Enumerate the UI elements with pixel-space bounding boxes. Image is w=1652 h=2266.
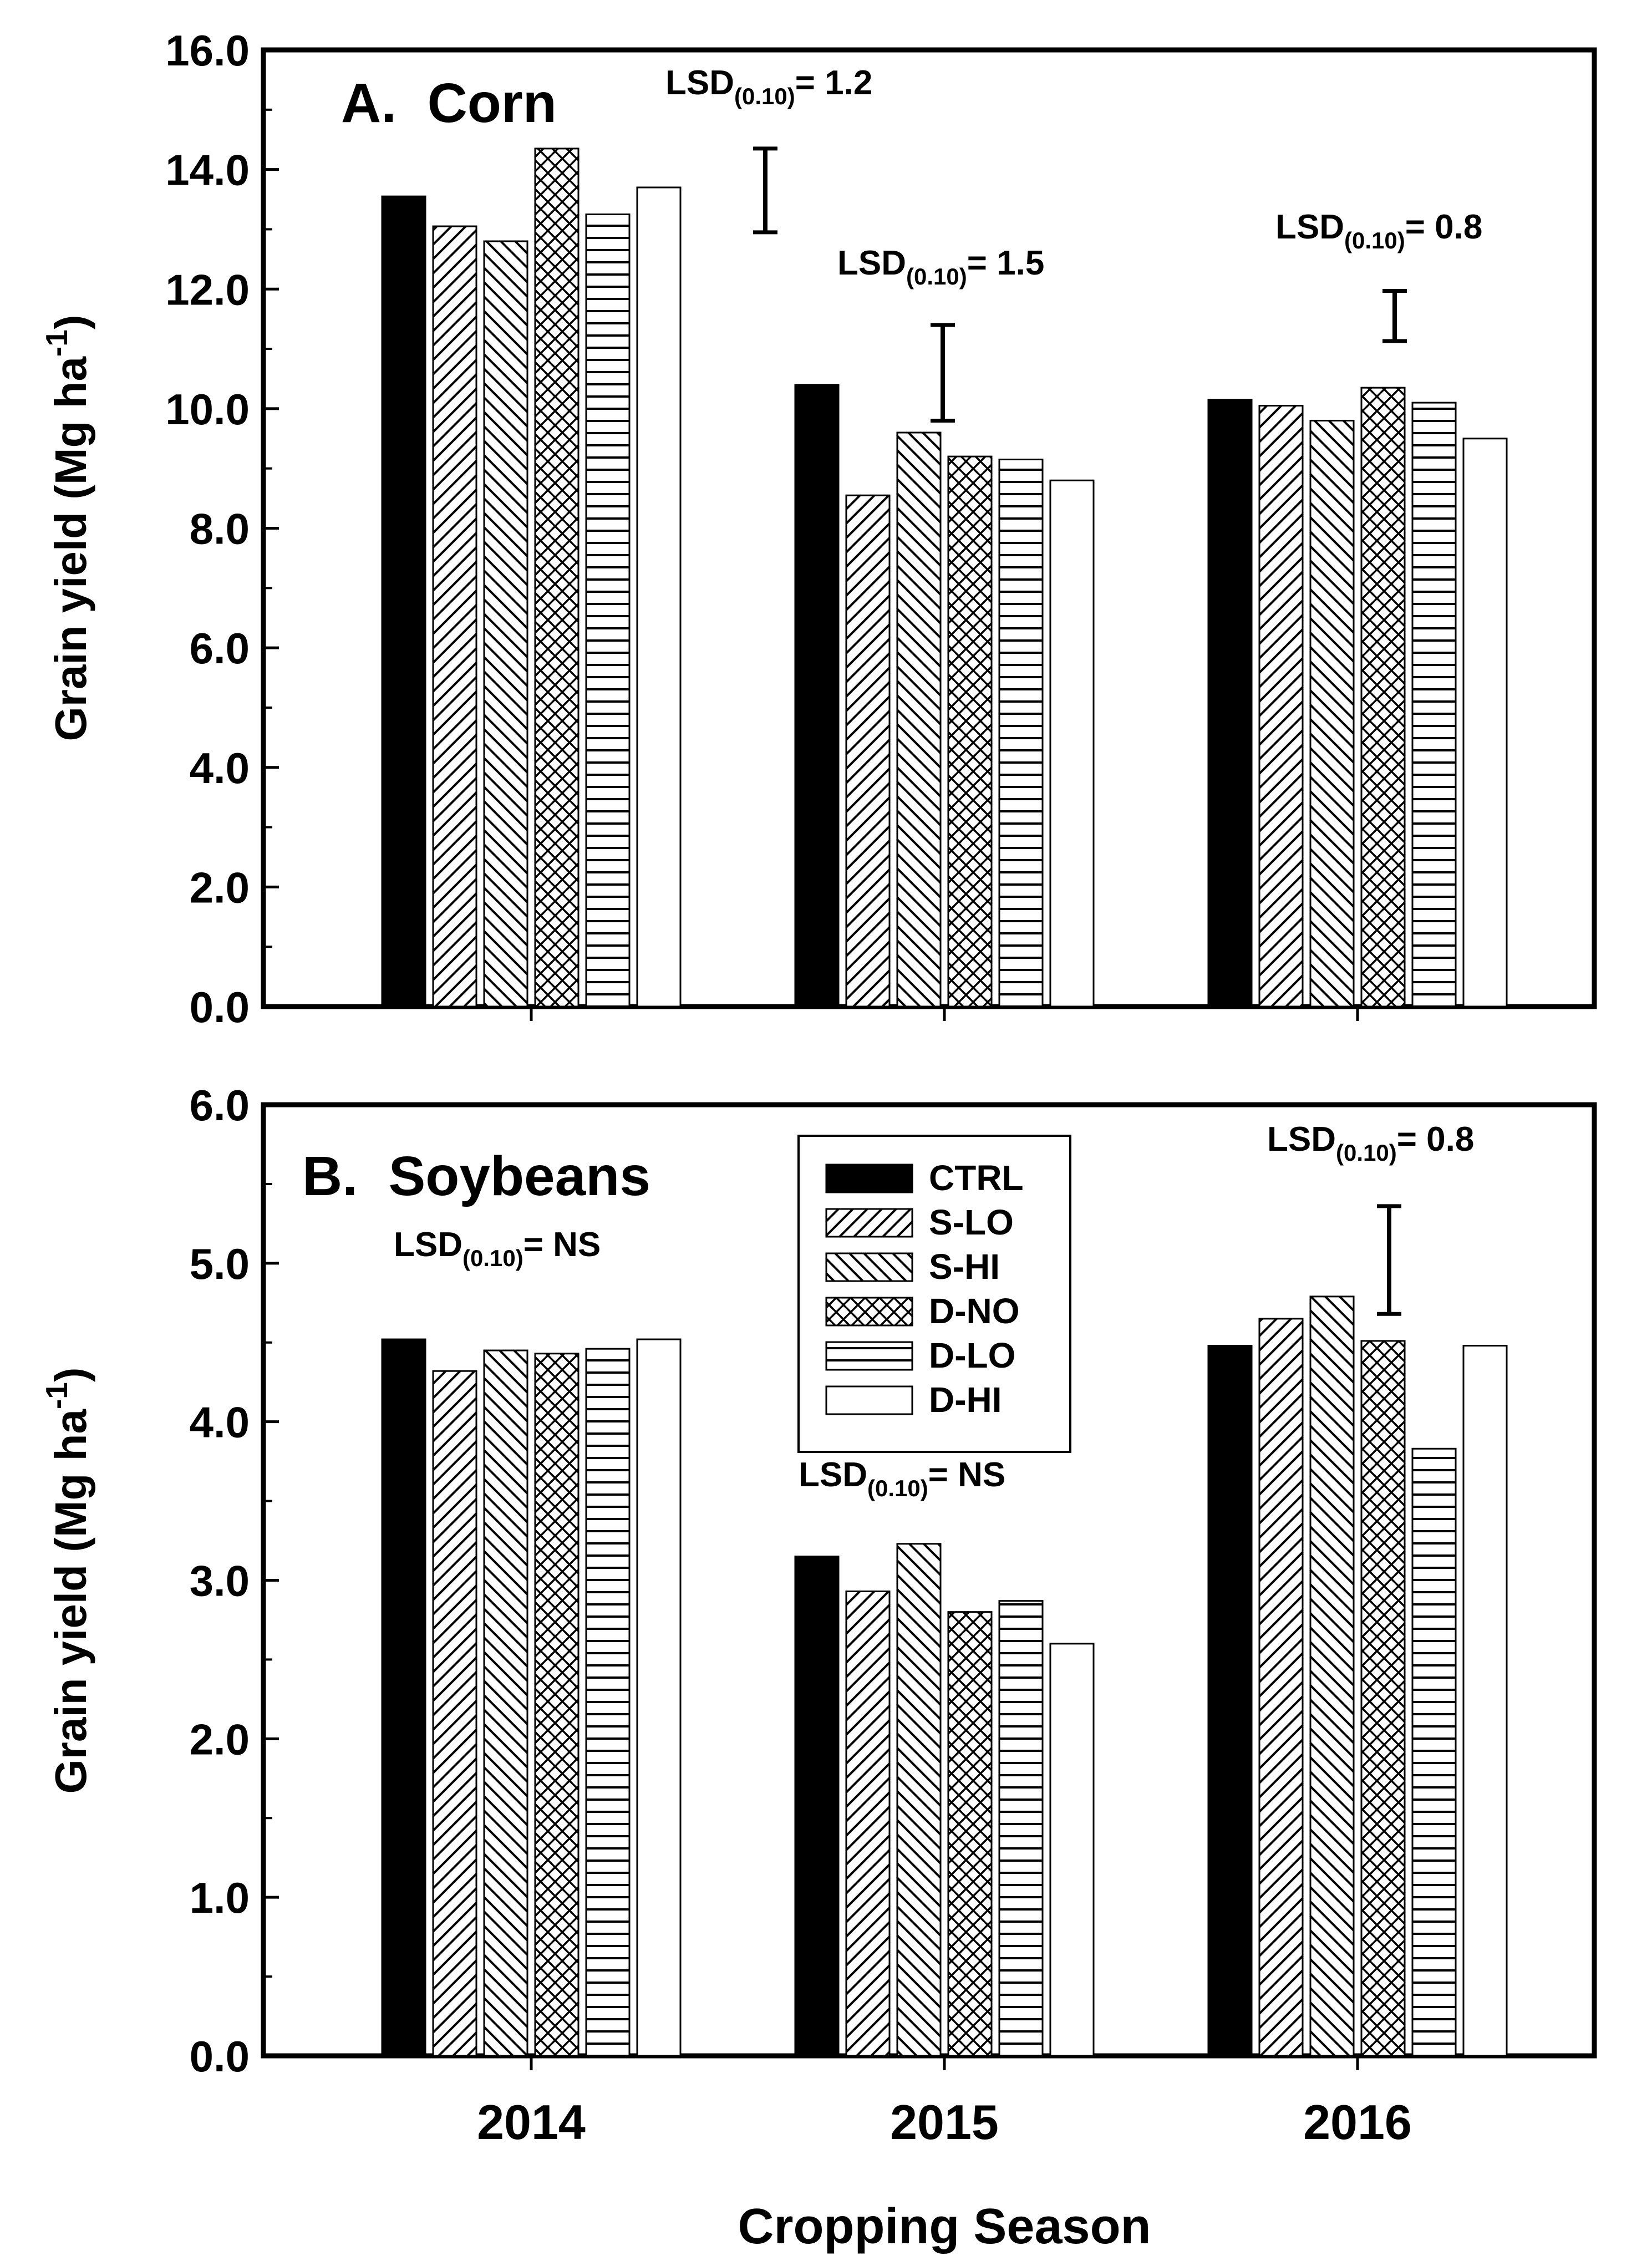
- lsd-label: LSD(0.10)= 1.2: [665, 64, 872, 109]
- bar-s-lo-2015: [845, 494, 891, 1008]
- y-tick-label: 3.0: [190, 1557, 250, 1605]
- bar-s-hi-2016: [1309, 419, 1355, 1008]
- x-tick-label: 2014: [477, 2095, 586, 2150]
- bar-d-hi-2016: [1462, 438, 1508, 1008]
- bar-ctrl-2016: [1207, 399, 1253, 1008]
- lsd-label: LSD(0.10)= NS: [799, 1456, 1005, 1501]
- legend-label: S-HI: [929, 1247, 1000, 1287]
- y-tick-label: 12.0: [165, 265, 250, 314]
- panel-soybeans: 0.0 1.0 2.0 3.0 4.0 5.0 6.0 2014 2015 2016 LSD(0…: [39, 1081, 1597, 2150]
- x-tick-label: 2015: [890, 2095, 999, 2150]
- bar-d-hi-2014: [636, 186, 682, 1008]
- y-tick-label: 8.0: [190, 505, 250, 553]
- panel-corn: 0.0 2.0 4.0 6.0 8.0 10.0 12.0 14.0 16.0 LSD(0.10…: [39, 26, 1597, 1032]
- legend-swatch-s-lo: [825, 1208, 913, 1238]
- bar-s-lo-2016: [1258, 1318, 1304, 2057]
- y-tick-label: 16.0: [165, 26, 250, 75]
- panel-title: A. Corn: [341, 72, 557, 134]
- bar-group: [381, 148, 1508, 1008]
- bar-d-no-2014: [534, 148, 580, 1008]
- x-axis-ticks: 2014 2015 2016: [477, 2056, 1412, 2150]
- bar-ctrl-2015: [794, 1556, 840, 2057]
- lsd-error-bar: [1382, 288, 1407, 343]
- bar-ctrl-2014: [381, 1338, 426, 2057]
- legend-swatch-d-lo: [825, 1341, 913, 1371]
- lsd-annotations: LSD(0.10)= NS LSD(0.10)= NS LSD(0.10)= 0.8: [394, 1120, 1474, 1501]
- x-axis-ticks: [530, 1007, 1359, 1021]
- bar-d-hi-2016: [1462, 1344, 1508, 2057]
- lsd-label: LSD(0.10)= 1.5: [837, 244, 1044, 289]
- y-tick-label: 0.0: [190, 2032, 250, 2081]
- y-tick-label: 4.0: [190, 1398, 250, 1447]
- bar-s-lo-2016: [1258, 404, 1304, 1008]
- bar-s-hi-2015: [896, 1543, 942, 2057]
- bar-d-hi-2015: [1049, 479, 1095, 1008]
- bar-d-no-2016: [1360, 1340, 1406, 2057]
- y-tick-label: 2.0: [190, 863, 250, 912]
- bar-d-lo-2014: [585, 213, 631, 1008]
- bar-d-hi-2015: [1049, 1643, 1095, 2057]
- bar-d-hi-2014: [636, 1338, 682, 2057]
- x-tick-label: 2016: [1303, 2095, 1412, 2150]
- bar-ctrl-2014: [381, 195, 426, 1008]
- legend-label: D-LO: [929, 1335, 1015, 1375]
- y-axis-ticks: 0.0 1.0 2.0 3.0 4.0 5.0 6.0: [190, 1081, 279, 2081]
- panel-title: B. Soybeans: [302, 1145, 650, 1207]
- y-axis-ticks: 0.0 2.0 4.0 6.0 8.0 10.0 12.0 14.0 16.0: [165, 26, 279, 1032]
- y-tick-label: 6.0: [190, 1081, 250, 1130]
- bar-s-lo-2014: [432, 225, 477, 1008]
- y-tick-label: 10.0: [165, 385, 250, 434]
- legend-label: S-LO: [929, 1202, 1014, 1242]
- y-tick-label: 14.0: [165, 146, 250, 195]
- y-axis-label: Grain yield (Mg ha-1): [39, 1368, 95, 1794]
- bar-d-no-2015: [947, 1611, 993, 2057]
- bar-s-hi-2014: [483, 240, 528, 1008]
- bar-d-no-2014: [534, 1353, 580, 2057]
- bar-d-lo-2015: [998, 1600, 1044, 2057]
- bar-d-no-2015: [947, 455, 993, 1008]
- y-tick-label: 0.0: [190, 983, 250, 1032]
- legend-swatch-d-hi: [825, 1385, 913, 1415]
- bar-d-lo-2015: [998, 459, 1044, 1008]
- bar-s-hi-2015: [896, 431, 942, 1008]
- y-tick-label: 6.0: [190, 624, 250, 673]
- bar-d-lo-2016: [1411, 1447, 1457, 2057]
- lsd-error-bar: [1377, 1204, 1401, 1316]
- bar-d-lo-2014: [585, 1348, 631, 2057]
- lsd-label: LSD(0.10)= NS: [394, 1226, 601, 1271]
- bar-s-hi-2016: [1309, 1295, 1355, 2057]
- legend-label: D-HI: [929, 1380, 1002, 1420]
- legend-swatch-ctrl: [825, 1164, 913, 1193]
- legend-label: D-NO: [929, 1291, 1020, 1331]
- bar-ctrl-2016: [1207, 1344, 1253, 2057]
- lsd-error-bar: [931, 323, 955, 423]
- lsd-error-bar: [753, 146, 777, 235]
- lsd-label: LSD(0.10)= 0.8: [1275, 208, 1482, 253]
- legend-label: CTRL: [929, 1158, 1024, 1198]
- bar-group: [381, 1295, 1508, 2057]
- y-tick-label: 5.0: [190, 1239, 250, 1288]
- bar-ctrl-2015: [794, 384, 840, 1008]
- bar-s-hi-2014: [483, 1349, 528, 2057]
- lsd-label: LSD(0.10)= 0.8: [1267, 1120, 1474, 1166]
- legend-swatch-d-no: [825, 1297, 913, 1327]
- x-axis-label: Cropping Season: [738, 2199, 1151, 2254]
- legend-swatch-s-hi: [825, 1252, 913, 1282]
- bar-s-lo-2015: [845, 1591, 891, 2057]
- bar-d-no-2016: [1360, 387, 1406, 1008]
- y-tick-label: 1.0: [190, 1873, 250, 1922]
- y-tick-label: 4.0: [190, 744, 250, 792]
- y-tick-label: 2.0: [190, 1715, 250, 1764]
- y-axis-label: Grain yield (Mg ha-1): [39, 315, 95, 741]
- lsd-annotations: LSD(0.10)= 1.2 LSD(0.10)= 1.5 LSD(0.10)= 0…: [665, 64, 1482, 423]
- bar-s-lo-2014: [432, 1370, 477, 2057]
- bar-d-lo-2016: [1411, 402, 1457, 1008]
